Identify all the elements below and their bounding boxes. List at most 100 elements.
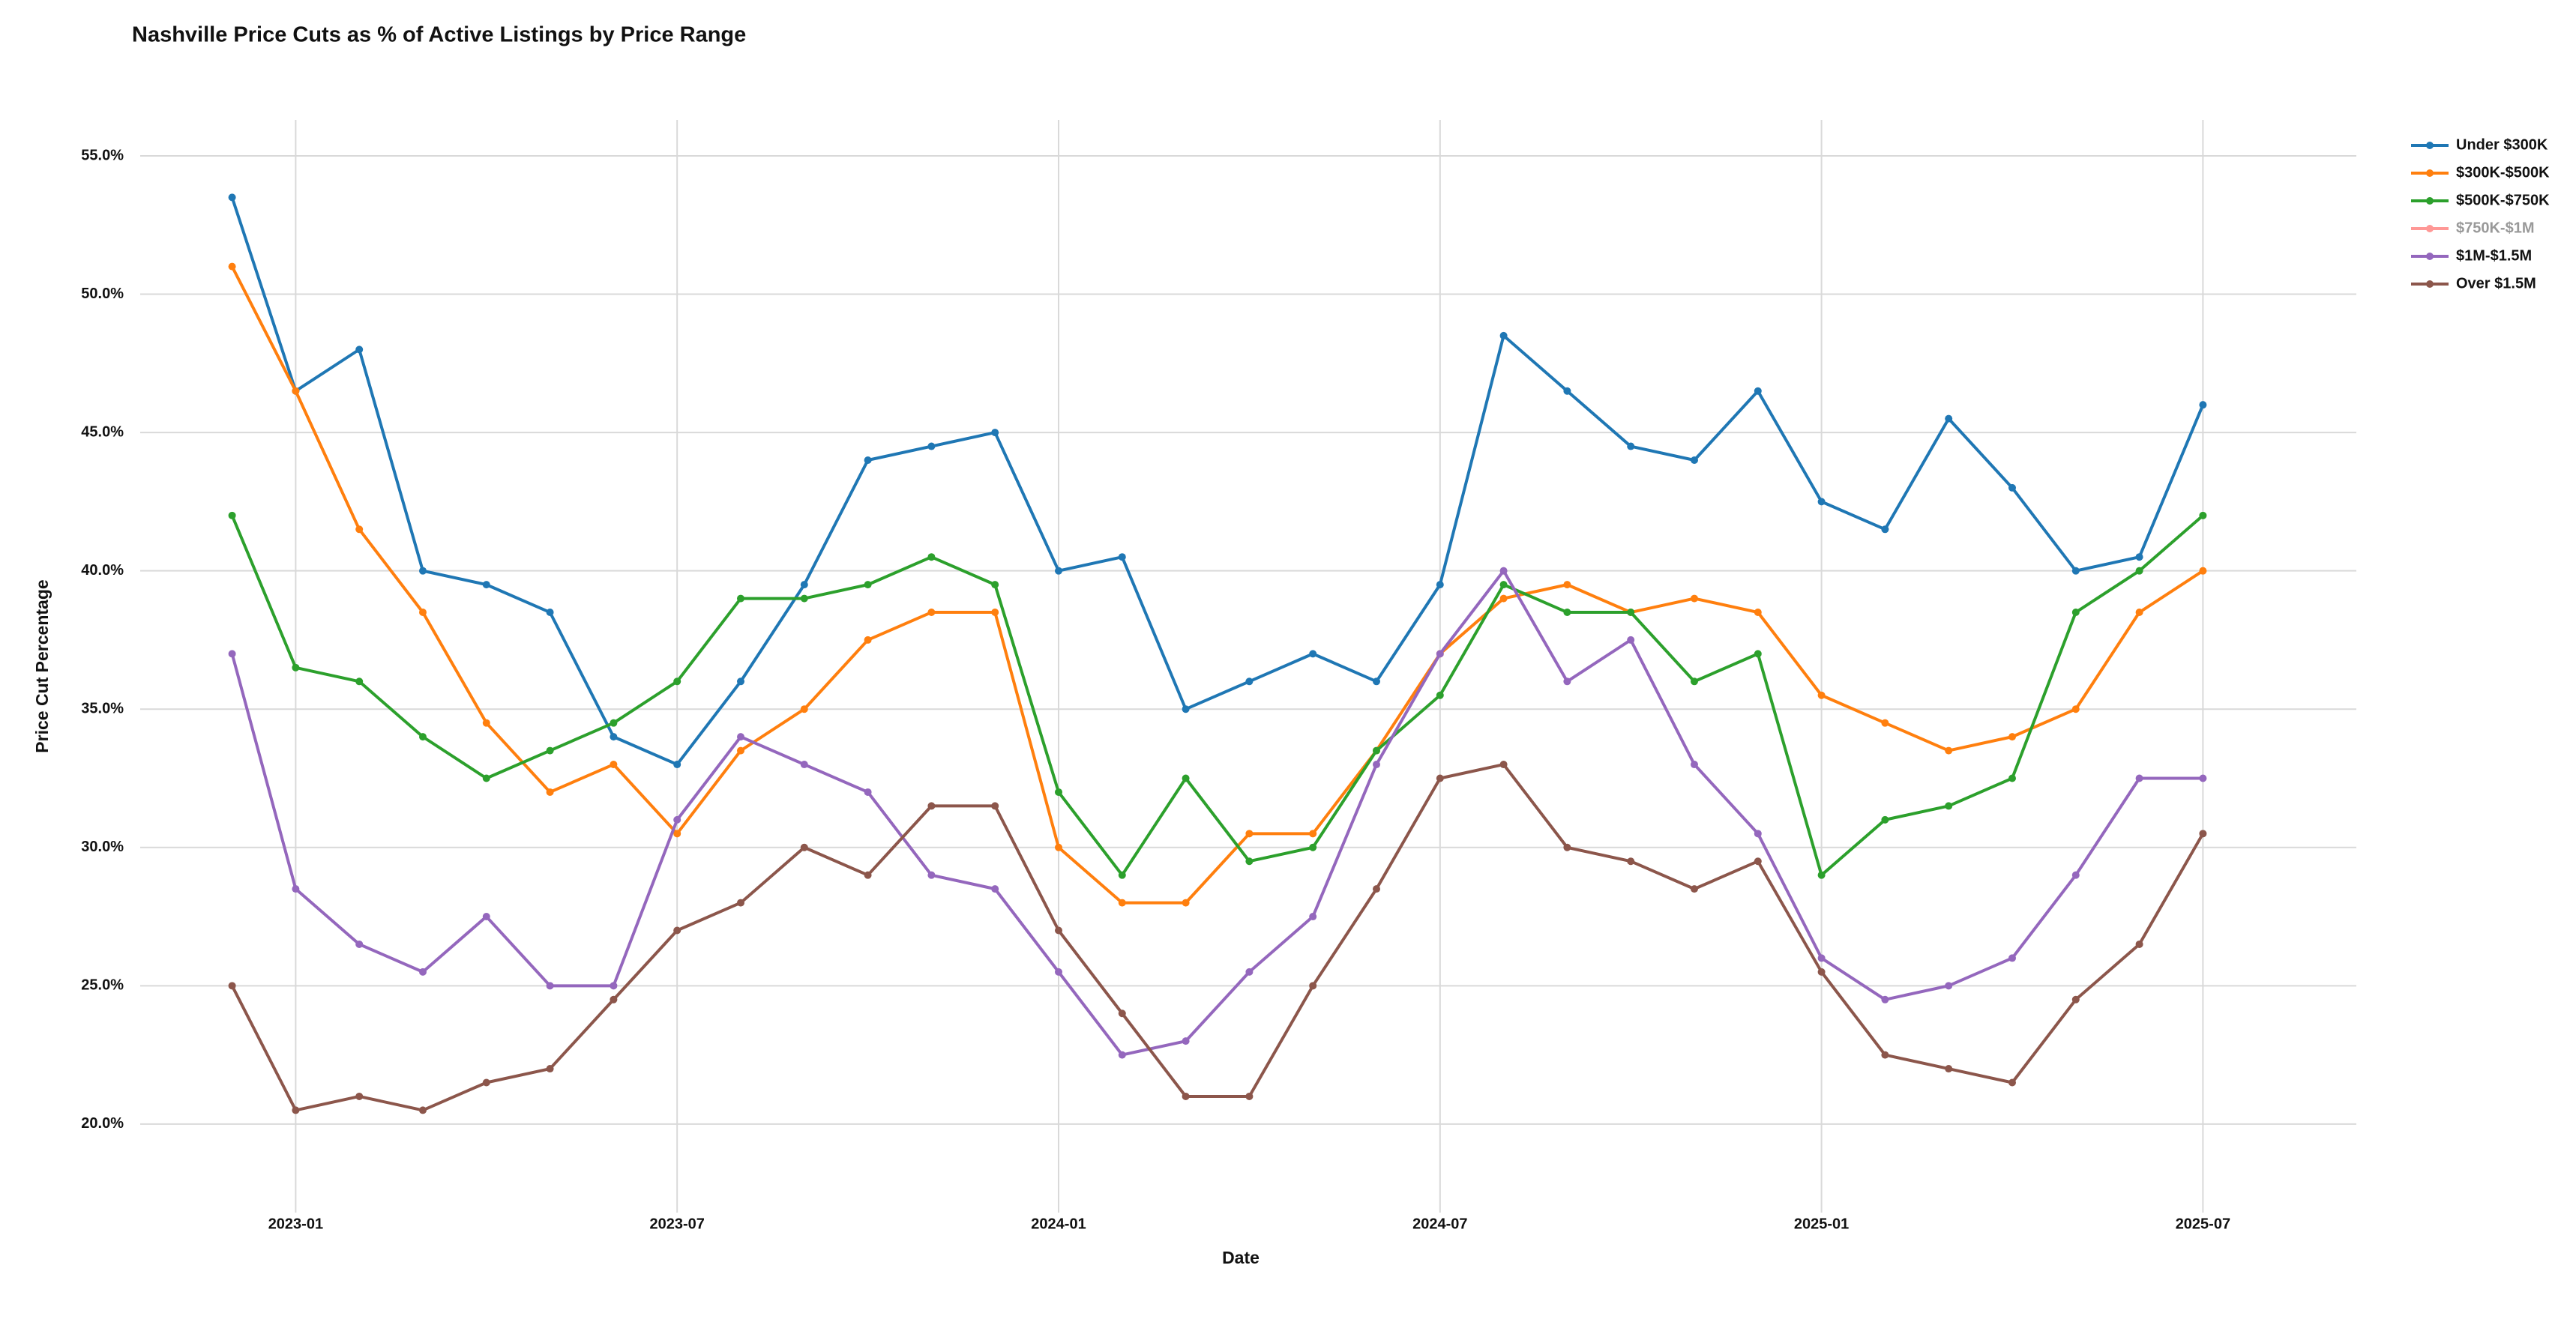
data-point <box>927 553 936 561</box>
data-point <box>864 581 872 589</box>
data-point <box>1245 857 1254 866</box>
y-tick-label: 20.0% <box>81 1115 124 1132</box>
data-point <box>1817 871 1826 879</box>
data-point <box>1055 843 1062 851</box>
data-point <box>864 788 872 796</box>
data-point <box>2199 774 2207 782</box>
data-point <box>1563 581 1571 589</box>
data-point <box>546 982 554 990</box>
data-point <box>1373 885 1380 893</box>
data-point <box>1309 913 1317 921</box>
data-point <box>1817 498 1826 506</box>
data-point <box>482 719 490 727</box>
data-point <box>1627 857 1635 866</box>
legend-marker <box>2426 225 2434 232</box>
data-point <box>1436 650 1444 658</box>
data-point <box>1182 1037 1190 1045</box>
data-point <box>2008 1078 2016 1087</box>
data-point <box>1118 1009 1126 1018</box>
data-point <box>355 1092 364 1100</box>
data-point <box>228 982 236 990</box>
data-point <box>228 262 236 271</box>
data-point <box>737 899 744 907</box>
x-tick-label: 2024-01 <box>1031 1216 1086 1232</box>
data-point <box>419 609 427 617</box>
data-point <box>1436 581 1444 589</box>
data-point <box>2008 774 2016 782</box>
data-point <box>228 193 236 202</box>
data-point <box>1754 830 1762 838</box>
data-point <box>1499 331 1508 339</box>
data-point <box>1945 746 1953 755</box>
data-point <box>991 429 999 437</box>
series-line <box>230 265 2204 905</box>
data-point <box>2071 567 2080 575</box>
data-point <box>1499 761 1508 769</box>
data-point <box>1118 871 1126 879</box>
data-point <box>1055 968 1062 976</box>
data-point <box>1436 774 1444 782</box>
data-point <box>1754 609 1762 617</box>
legend-marker <box>2426 142 2434 149</box>
data-point <box>1245 968 1254 976</box>
data-point <box>2071 705 2080 713</box>
data-point <box>1691 761 1698 769</box>
data-point <box>610 719 618 727</box>
data-point <box>2199 511 2207 519</box>
legend-label: Over $1.5M <box>2456 275 2536 292</box>
data-point <box>1373 761 1380 769</box>
data-point <box>482 1078 490 1087</box>
legend-label: $500K-$750K <box>2456 192 2550 208</box>
legend-label: Under $300K <box>2456 136 2548 153</box>
data-point <box>2135 940 2143 948</box>
data-point <box>991 802 999 810</box>
data-point <box>2008 483 2016 492</box>
data-point <box>991 885 999 893</box>
data-point <box>419 1106 427 1114</box>
data-point <box>419 567 427 575</box>
data-point <box>1691 456 1698 465</box>
data-point <box>610 982 618 990</box>
series-line <box>230 196 2205 767</box>
data-point <box>482 774 490 782</box>
data-point <box>355 525 364 534</box>
data-point <box>864 456 872 465</box>
series-line <box>230 514 2204 877</box>
data-point <box>737 746 744 755</box>
data-point <box>228 650 236 658</box>
legend-label: $1M-$1.5M <box>2456 247 2532 264</box>
data-point <box>1499 567 1508 575</box>
legend-marker <box>2426 280 2434 288</box>
data-point <box>2071 609 2080 617</box>
data-point <box>1373 677 1380 686</box>
data-point <box>1817 968 1826 976</box>
data-point <box>1055 567 1062 575</box>
data-point <box>1436 691 1444 699</box>
data-point <box>1881 719 1889 727</box>
data-point <box>2199 567 2207 575</box>
x-tick-label: 2025-01 <box>1794 1216 1849 1232</box>
data-point <box>1691 594 1698 603</box>
data-point <box>2135 774 2143 782</box>
y-tick-label: 40.0% <box>81 562 124 579</box>
x-tick-label: 2024-07 <box>1412 1216 1467 1232</box>
data-point <box>673 830 681 838</box>
data-point <box>1499 594 1508 603</box>
data-point <box>610 995 618 1004</box>
data-point <box>800 761 808 769</box>
data-point <box>1881 815 1889 824</box>
data-point <box>927 802 936 810</box>
data-point <box>2071 995 2080 1004</box>
data-point <box>1945 982 1953 990</box>
data-point <box>1499 581 1508 589</box>
data-point <box>927 442 936 450</box>
data-point <box>1627 609 1635 617</box>
data-point <box>355 940 364 948</box>
data-point <box>1309 982 1317 990</box>
data-point <box>1627 442 1635 450</box>
data-point <box>1945 414 1953 423</box>
data-point <box>1881 525 1889 534</box>
data-point <box>1754 650 1762 658</box>
data-point <box>800 705 808 713</box>
y-tick-label: 30.0% <box>81 839 124 855</box>
